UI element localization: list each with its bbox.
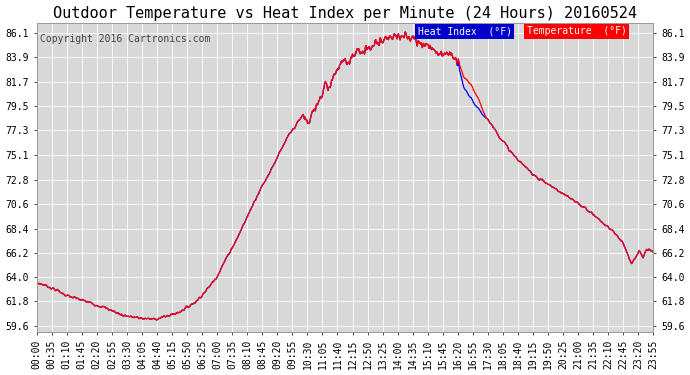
Text: Heat Index  (°F): Heat Index (°F) bbox=[417, 26, 512, 36]
Text: Copyright 2016 Cartronics.com: Copyright 2016 Cartronics.com bbox=[40, 34, 210, 44]
Title: Outdoor Temperature vs Heat Index per Minute (24 Hours) 20160524: Outdoor Temperature vs Heat Index per Mi… bbox=[53, 6, 637, 21]
Text: Temperature  (°F): Temperature (°F) bbox=[527, 26, 627, 36]
